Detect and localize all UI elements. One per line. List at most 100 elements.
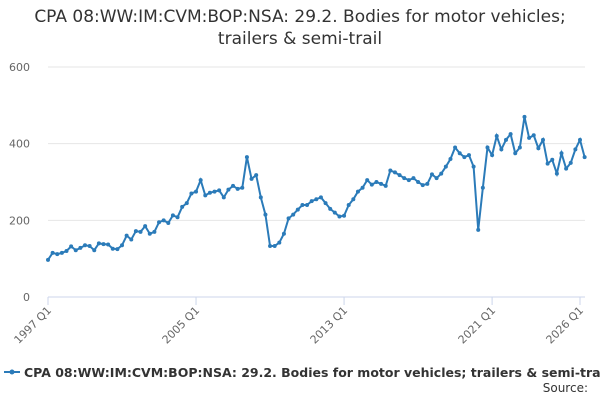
- point: [508, 132, 513, 137]
- point: [457, 151, 462, 156]
- point: [420, 183, 425, 188]
- point: [92, 248, 97, 253]
- point: [429, 172, 434, 177]
- point: [143, 224, 148, 229]
- point: [522, 114, 527, 119]
- point: [281, 231, 286, 236]
- point: [207, 190, 212, 195]
- point: [379, 181, 384, 186]
- point: [411, 176, 416, 181]
- point: [342, 213, 347, 218]
- point: [499, 147, 504, 152]
- point: [295, 207, 300, 212]
- point: [226, 187, 231, 192]
- point: [434, 176, 439, 181]
- point: [513, 151, 518, 156]
- point: [115, 247, 120, 252]
- point: [480, 185, 485, 190]
- point: [564, 166, 569, 171]
- point: [550, 157, 555, 162]
- point: [494, 134, 499, 138]
- point: [448, 157, 453, 161]
- point: [517, 145, 522, 150]
- source: Source:: [543, 381, 588, 395]
- point: [443, 164, 448, 169]
- point: [300, 203, 305, 207]
- point: [59, 250, 64, 255]
- point: [318, 195, 323, 200]
- point: [221, 195, 226, 200]
- point: [374, 180, 379, 184]
- point: [351, 197, 356, 202]
- point: [383, 183, 388, 188]
- point: [272, 244, 277, 249]
- point: [559, 151, 564, 156]
- chart-title: CPA 08:WW:IM:CVM:BOP:NSA: 29.2. Bodies f…: [34, 7, 566, 49]
- point: [189, 191, 194, 196]
- point: [240, 185, 245, 190]
- point: [471, 164, 476, 169]
- point: [161, 218, 166, 223]
- point: [78, 245, 83, 250]
- point: [554, 171, 559, 176]
- point: [184, 201, 189, 206]
- point: [106, 242, 111, 247]
- x-tick-label: 2021 Q1: [456, 304, 499, 347]
- point: [231, 183, 236, 188]
- x-tick-label: 2013 Q1: [308, 304, 351, 347]
- x-tick-label: 1997 Q1: [12, 304, 55, 347]
- point: [568, 160, 573, 165]
- point: [50, 250, 55, 255]
- y-tick-label: 400: [9, 138, 30, 151]
- point: [258, 195, 263, 200]
- point: [147, 231, 152, 236]
- point: [175, 215, 180, 220]
- point: [110, 246, 115, 251]
- point: [332, 210, 337, 215]
- point: [87, 244, 92, 249]
- point: [582, 155, 587, 160]
- point: [83, 243, 88, 248]
- point: [166, 221, 171, 226]
- point: [369, 182, 374, 187]
- point: [254, 173, 259, 178]
- point: [439, 171, 444, 176]
- point: [573, 147, 578, 152]
- point: [124, 233, 129, 238]
- point: [263, 212, 268, 217]
- point: [425, 181, 430, 186]
- point: [462, 155, 467, 160]
- point: [73, 248, 78, 253]
- point: [203, 193, 208, 198]
- point: [129, 237, 134, 242]
- legend-label: CPA 08:WW:IM:CVM:BOP:NSA: 29.2. Bodies f…: [24, 365, 600, 380]
- point: [286, 216, 291, 221]
- line: [47, 116, 586, 261]
- point: [268, 244, 273, 249]
- y-tick-label: 200: [9, 214, 30, 227]
- point: [170, 213, 175, 218]
- point: [180, 204, 185, 209]
- point: [249, 176, 254, 181]
- point: [490, 153, 495, 158]
- point: [138, 229, 143, 234]
- point: [305, 203, 310, 207]
- point: [309, 199, 314, 204]
- point: [531, 133, 536, 138]
- point: [323, 201, 328, 206]
- y-tick-label: 600: [9, 61, 30, 74]
- point: [328, 206, 333, 211]
- point: [157, 220, 162, 225]
- point: [337, 214, 342, 219]
- point: [397, 173, 402, 178]
- point: [96, 241, 101, 246]
- point: [217, 188, 222, 193]
- point: [291, 212, 296, 217]
- point: [416, 180, 421, 184]
- point: [503, 137, 508, 142]
- point: [212, 189, 217, 194]
- legend-marker: [9, 369, 15, 375]
- point: [235, 186, 240, 191]
- point: [152, 229, 157, 234]
